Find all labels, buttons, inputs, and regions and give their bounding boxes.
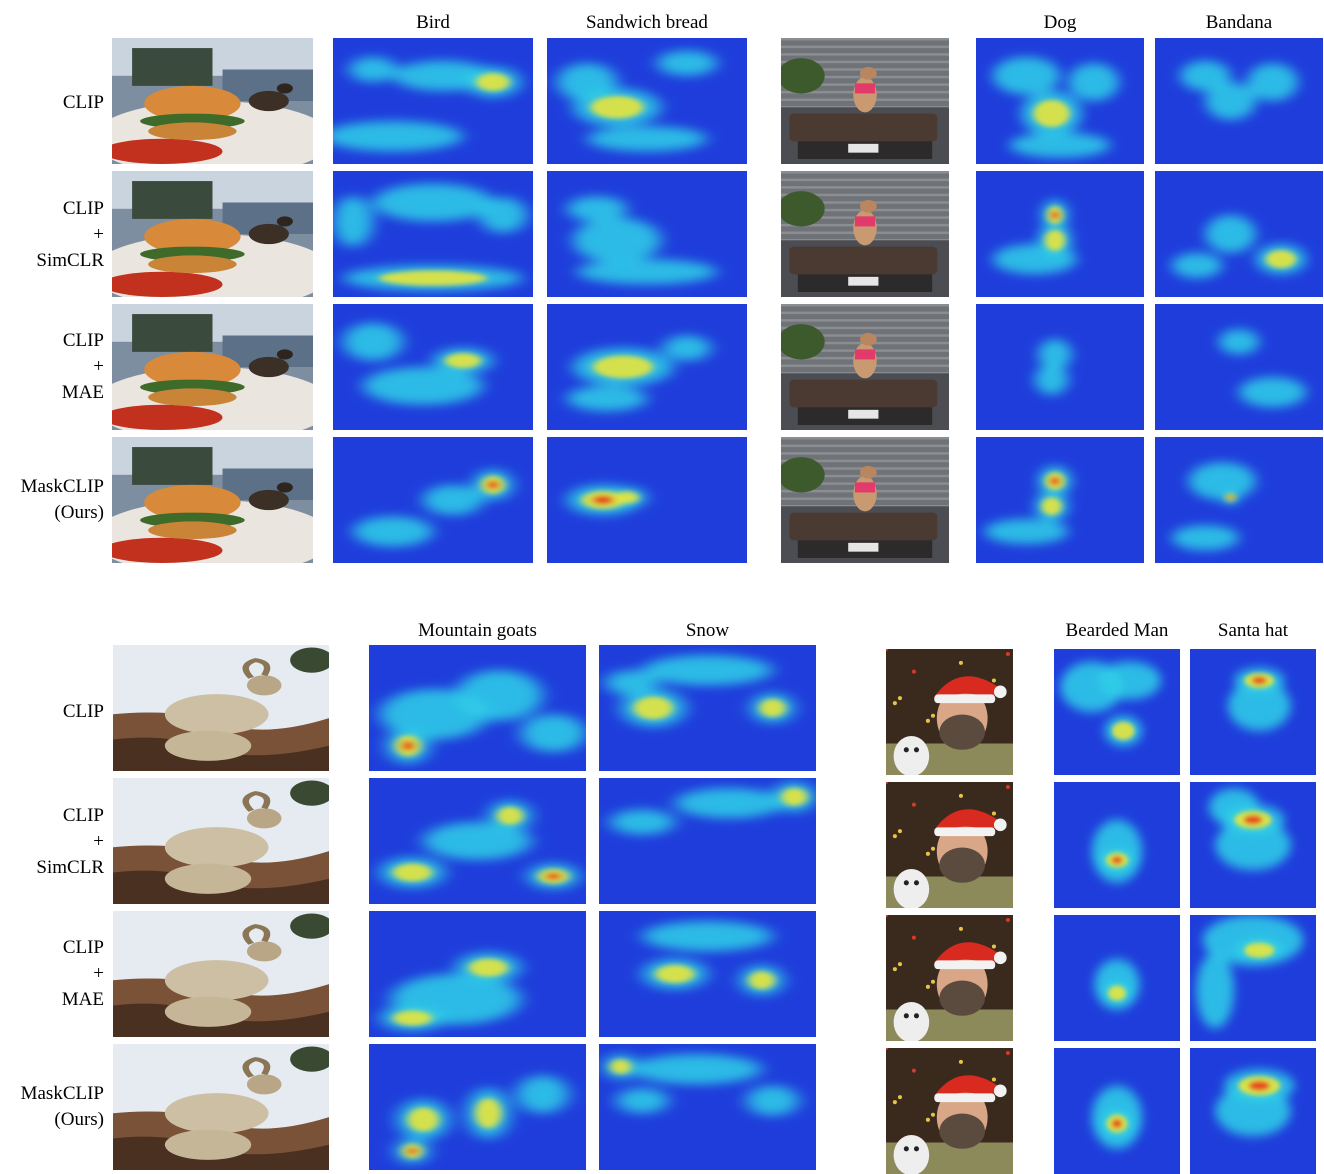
- heatmap-sandwich-bread: [547, 304, 747, 430]
- row-label-maskclip-ours: MaskCLIP(Ours): [0, 1081, 104, 1133]
- heatmap-mountain-goats: [369, 778, 586, 904]
- column-header-bandana: Bandana: [1155, 12, 1323, 34]
- heatmap-mountain-goats: [369, 1044, 586, 1170]
- heatmap-bearded-man: [1054, 1048, 1180, 1174]
- heatmap-bandana: [1155, 38, 1323, 164]
- heatmap-sandwich-bread: [547, 437, 747, 563]
- row-label-clip-simclr: CLIP+SimCLR: [0, 803, 104, 881]
- heatmap-bird: [333, 304, 533, 430]
- input-image-sandwich-bird: [112, 304, 313, 430]
- input-image-mountain-goats: [113, 778, 329, 904]
- heatmap-dog: [976, 437, 1144, 563]
- heatmap-bandana: [1155, 437, 1323, 563]
- column-header-bird: Bird: [333, 12, 533, 34]
- heatmap-santa-hat: [1190, 782, 1316, 908]
- heatmap-sandwich-bread: [547, 171, 747, 297]
- heatmap-sandwich-bread: [547, 38, 747, 164]
- heatmap-bearded-man: [1054, 915, 1180, 1041]
- row-label-maskclip-ours: MaskCLIP(Ours): [0, 474, 104, 526]
- input-image-mountain-goats: [113, 645, 329, 771]
- heatmap-santa-hat: [1190, 1048, 1316, 1174]
- input-image-santa-man: [886, 649, 1013, 775]
- heatmap-santa-hat: [1190, 915, 1316, 1041]
- heatmap-bandana: [1155, 304, 1323, 430]
- heatmap-bird: [333, 38, 533, 164]
- input-image-dog-car: [781, 304, 949, 430]
- heatmap-santa-hat: [1190, 649, 1316, 775]
- heatmap-snow: [599, 911, 816, 1037]
- heatmap-bearded-man: [1054, 649, 1180, 775]
- input-image-santa-man: [886, 1048, 1013, 1174]
- row-label-clip-mae: CLIP+MAE: [0, 328, 104, 406]
- input-image-mountain-goats: [113, 1044, 329, 1170]
- column-header-bearded-man: Bearded Man: [1054, 620, 1180, 642]
- input-image-sandwich-bird: [112, 171, 313, 297]
- heatmap-bandana: [1155, 171, 1323, 297]
- heatmap-dog: [976, 171, 1144, 297]
- column-header-sandwich-bread: Sandwich bread: [547, 12, 747, 34]
- heatmap-bird: [333, 171, 533, 297]
- input-image-sandwich-bird: [112, 437, 313, 563]
- row-label-clip: CLIP: [0, 699, 104, 725]
- input-image-santa-man: [886, 782, 1013, 908]
- heatmap-dog: [976, 38, 1144, 164]
- heatmap-bearded-man: [1054, 782, 1180, 908]
- heatmap-dog: [976, 304, 1144, 430]
- column-header-santa-hat: Santa hat: [1190, 620, 1316, 642]
- input-image-dog-car: [781, 38, 949, 164]
- heatmap-bird: [333, 437, 533, 563]
- input-image-dog-car: [781, 437, 949, 563]
- row-label-clip-simclr: CLIP+SimCLR: [0, 196, 104, 274]
- input-image-santa-man: [886, 915, 1013, 1041]
- heatmap-snow: [599, 1044, 816, 1170]
- heatmap-mountain-goats: [369, 911, 586, 1037]
- column-header-snow: Snow: [599, 620, 816, 642]
- heatmap-snow: [599, 645, 816, 771]
- heatmap-snow: [599, 778, 816, 904]
- input-image-sandwich-bird: [112, 38, 313, 164]
- input-image-dog-car: [781, 171, 949, 297]
- column-header-mountain-goats: Mountain goats: [369, 620, 586, 642]
- input-image-mountain-goats: [113, 911, 329, 1037]
- row-label-clip: CLIP: [0, 90, 104, 116]
- heatmap-mountain-goats: [369, 645, 586, 771]
- column-header-dog: Dog: [976, 12, 1144, 34]
- row-label-clip-mae: CLIP+MAE: [0, 935, 104, 1013]
